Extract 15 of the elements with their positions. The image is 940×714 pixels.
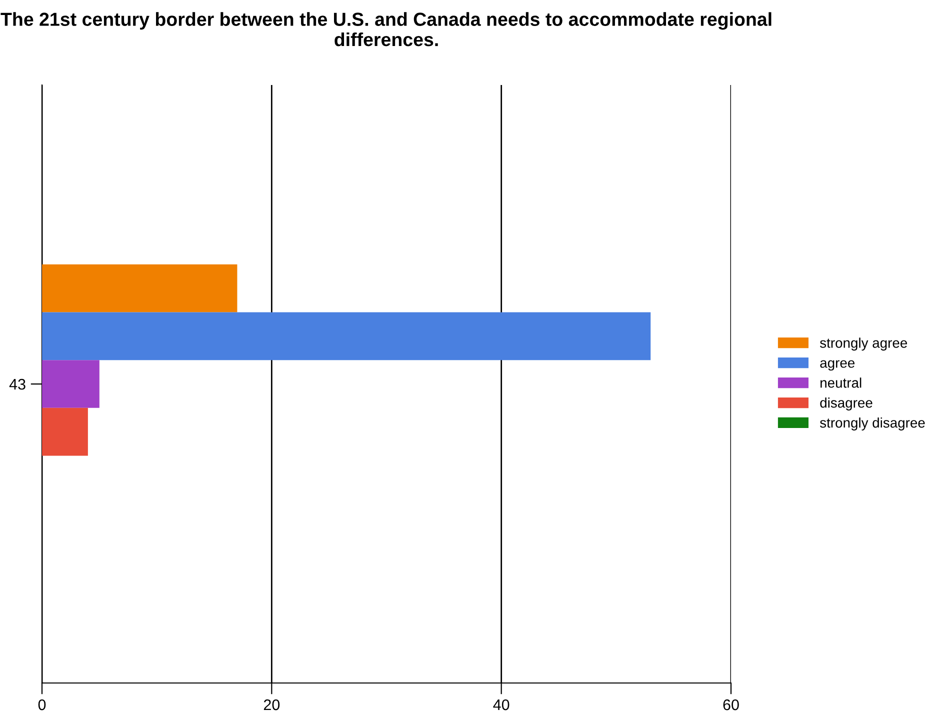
legend-label: neutral bbox=[820, 378, 862, 388]
legend-label: strongly disagree bbox=[820, 417, 925, 430]
x-tick-label: 40 bbox=[493, 699, 510, 710]
x-tick-label: 0 bbox=[38, 699, 46, 710]
bar bbox=[42, 264, 238, 312]
x-tick-label: 60 bbox=[723, 699, 739, 710]
y-tick-label: 43 bbox=[9, 378, 26, 390]
bar bbox=[42, 312, 651, 360]
legend-label: disagree bbox=[820, 398, 872, 410]
legend-label: strongly agree bbox=[820, 338, 908, 351]
x-tick-label: 20 bbox=[264, 699, 280, 710]
bar bbox=[42, 360, 100, 408]
legend-label: agree bbox=[820, 360, 855, 371]
bar bbox=[42, 408, 88, 456]
chart-title: The 21st century border between the U.S. and Canada needs to accommodate regional differences. bbox=[0, 12, 772, 46]
